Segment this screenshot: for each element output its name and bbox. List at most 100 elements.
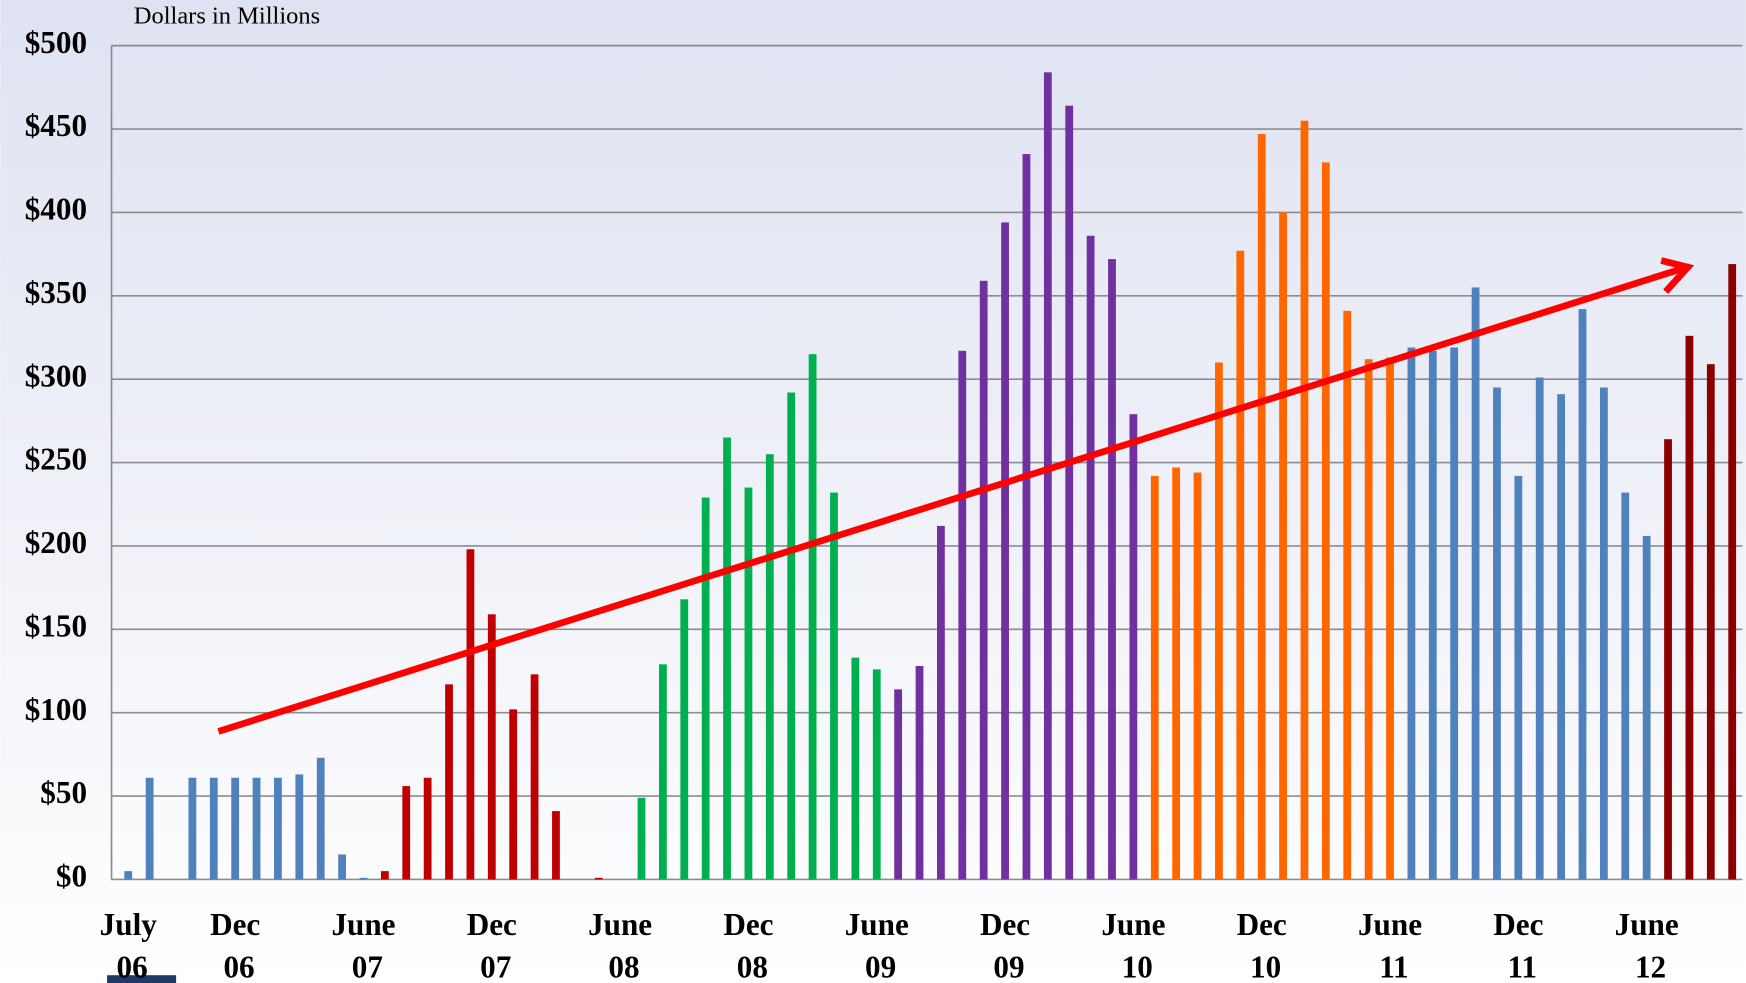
x-tick-label: June 10 <box>1101 907 1165 983</box>
y-tick-label: $100 <box>25 692 87 727</box>
bar <box>1108 259 1116 880</box>
x-tick-label: July 06 <box>100 907 158 983</box>
bar <box>402 786 411 880</box>
bar <box>188 777 197 880</box>
bar <box>1535 377 1544 880</box>
label-line: June <box>331 907 395 942</box>
bar <box>1236 250 1245 880</box>
x-tick-label: June 08 <box>588 907 652 983</box>
bar <box>1150 475 1159 880</box>
bar <box>1557 394 1566 880</box>
bar <box>274 777 282 880</box>
y-tick-label: $50 <box>40 775 87 810</box>
label-line: June <box>845 907 909 942</box>
bar <box>1514 475 1523 880</box>
bar <box>1471 287 1480 880</box>
label-line: 07 <box>472 949 511 983</box>
bar <box>1043 72 1052 880</box>
bar <box>680 599 689 880</box>
bar <box>1065 105 1074 880</box>
bar <box>1706 364 1715 880</box>
bar <box>637 797 646 880</box>
axis-label: Dollars in Millions <box>134 2 320 29</box>
bar <box>1407 347 1416 880</box>
x-tick-label: Dec 10 <box>1237 907 1287 983</box>
bar <box>1450 347 1459 880</box>
label-line: 09 <box>857 949 896 983</box>
bar <box>295 774 304 880</box>
bar <box>1257 134 1266 880</box>
x-tick-label: Dec 11 <box>1493 907 1543 983</box>
bar <box>744 487 753 880</box>
bar <box>1621 492 1630 880</box>
bar <box>1321 162 1330 880</box>
y-tick-label: $400 <box>25 192 87 227</box>
y-tick-label: $200 <box>25 525 87 560</box>
bar <box>445 684 453 880</box>
label-line: June <box>1358 907 1422 942</box>
label-line: June <box>1615 907 1679 942</box>
bar <box>979 280 988 880</box>
label-line: Dec <box>467 907 517 942</box>
bar <box>359 877 368 880</box>
label-line: 09 <box>986 949 1025 983</box>
bar <box>1215 362 1223 880</box>
bar <box>594 877 603 880</box>
x-tick-label: June 11 <box>1358 907 1422 983</box>
logo <box>107 975 177 983</box>
bar <box>316 757 325 880</box>
bar <box>701 497 710 880</box>
label-line: June <box>588 907 652 942</box>
y-tick-label: $300 <box>25 358 87 393</box>
bar <box>380 871 389 880</box>
label-line: July <box>100 907 158 942</box>
y-tick-label: $500 <box>25 25 87 60</box>
bar <box>1493 387 1501 880</box>
bar <box>1129 414 1138 880</box>
bar <box>124 871 133 880</box>
bar <box>209 777 218 880</box>
label-line: 08 <box>729 949 768 983</box>
bar <box>1386 357 1394 880</box>
bar <box>894 689 903 880</box>
bar <box>487 614 496 880</box>
bar <box>1599 387 1608 880</box>
label-line: Dec <box>210 907 260 942</box>
bar <box>958 350 967 880</box>
x-tick-label: Dec 09 <box>980 907 1030 983</box>
y-tick-label: $350 <box>25 275 87 310</box>
bar <box>872 669 881 880</box>
y-tick-label: $450 <box>25 108 87 143</box>
bar <box>1428 350 1437 880</box>
x-tick-label: June 07 <box>331 907 395 983</box>
arrow-head <box>1660 257 1695 294</box>
bar <box>1728 264 1737 880</box>
bar <box>1300 120 1309 880</box>
bar <box>851 657 860 880</box>
label-line: 08 <box>601 949 640 983</box>
bar <box>423 777 432 880</box>
bar <box>1001 222 1009 880</box>
y-tick-label: $250 <box>25 442 87 477</box>
x-tick-label: Dec 08 <box>723 907 773 983</box>
bar <box>1364 359 1373 880</box>
bar <box>787 392 796 880</box>
bar <box>808 354 817 880</box>
bar <box>145 777 154 880</box>
bar <box>338 854 346 880</box>
bar <box>530 674 539 880</box>
x-tick-label: Dec 06 <box>210 907 260 983</box>
x-tick-label: Dec 07 <box>467 907 517 983</box>
bar <box>937 525 945 880</box>
label-line: 10 <box>1114 949 1153 983</box>
bar <box>1642 535 1651 880</box>
bar <box>231 777 240 880</box>
bar <box>1172 467 1181 880</box>
bar <box>552 811 560 880</box>
bar <box>723 437 731 880</box>
bar <box>1086 235 1095 880</box>
label-line: June <box>1101 907 1165 942</box>
label-line: 10 <box>1242 949 1281 983</box>
label-line: Dec <box>723 907 773 942</box>
